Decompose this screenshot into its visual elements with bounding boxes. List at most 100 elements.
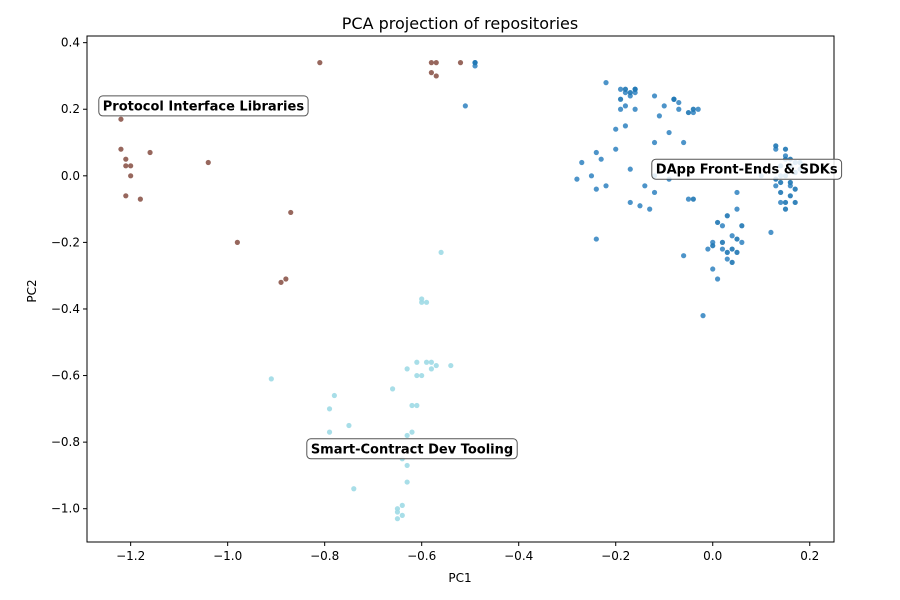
y-tick-label: 0.2 [61,102,80,116]
y-tick-label: 0.4 [61,36,80,50]
scatter-point [724,213,730,219]
scatter-point [768,229,774,236]
scatter-point [714,276,721,282]
scatter-point [118,116,124,122]
scatter-point [690,106,696,112]
x-tick-label: −0.2 [601,549,630,563]
scatter-point [671,96,677,102]
scatter-point [642,183,648,189]
scatter-point [399,502,405,508]
scatter-point [734,206,740,212]
scatter-point [700,313,706,319]
scatter-point [719,246,726,252]
y-tick-label: −0.6 [51,369,80,383]
scatter-point [428,70,434,76]
scatter-point [729,259,735,265]
scatter-point [647,206,653,212]
scatter-point [724,249,730,255]
scatter-point [603,80,609,86]
scatter-point [448,362,454,369]
scatter-point [656,113,662,119]
scatter-point [627,199,633,206]
scatter-point [433,73,439,79]
y-tick-label: −1.0 [51,502,80,516]
scatter-point [414,372,420,379]
scatter-point [351,486,357,492]
scatter-point [782,206,789,212]
scatter-point [288,209,294,216]
scatter-point [423,359,430,365]
scatter-point [617,106,624,112]
cluster-label-text: DApp Front-Ends & SDKs [656,163,838,178]
scatter-point [651,139,658,146]
scatter-point [404,366,410,372]
scatter-point [617,96,624,102]
scatter-point [651,93,658,99]
scatter-point [409,402,415,409]
scatter-point [632,86,638,92]
scatter-point [676,106,682,112]
scatter-point [773,143,779,149]
cluster-label: DApp Front-Ends & SDKs [651,158,843,180]
scatter-point [617,86,624,92]
scatter-point [457,60,464,66]
scatter-point [632,106,638,112]
cluster-label-box [651,158,843,180]
scatter-point [603,183,609,189]
scatter-point [409,429,415,435]
scatter-point [283,276,289,282]
scatter-point [593,186,599,192]
scatter-point [613,146,619,152]
x-axis-title: PC1 [448,571,471,585]
scatter-point [389,386,396,392]
scatter-point [462,103,468,109]
scatter-point [404,462,410,469]
scatter-point [782,199,789,206]
scatter-point [695,106,701,112]
scatter-point [710,266,716,272]
scatter-point [234,239,240,245]
scatter-point [778,179,784,186]
x-tick-label: −1.0 [213,549,242,563]
cluster-label-box [98,95,309,117]
scatter-point [622,86,629,92]
scatter-point [710,243,716,249]
scatter-point [278,279,284,285]
scatter-point [734,236,740,242]
scatter-point [792,186,798,192]
scatter-point [419,296,425,302]
scatter-point [414,359,420,365]
cluster-label: Smart-Contract Dev Tooling [306,438,518,460]
scatter-point [637,203,643,209]
y-tick-label: 0.0 [61,169,80,183]
scatter-point [627,89,633,96]
scatter-point [661,103,667,109]
scatter-point [792,199,798,206]
y-tick-label: −0.4 [51,302,80,316]
scatter-point [778,189,784,196]
scatter-point [622,103,629,109]
scatter-point [423,299,430,305]
x-tick-label: −0.8 [310,549,339,563]
scatter-point [399,512,405,518]
scatter-point [428,60,434,66]
x-tick-label: −0.6 [407,549,436,563]
x-tick-label: −0.4 [504,549,533,563]
axes: −1.2 −1.0 −0.8 −0.6 −0.4 −0.2 0.0 0.2 −1.0 −0.8 −0… [51,35,835,563]
scatter-point [205,159,211,166]
scatter-point [123,156,129,162]
cluster-label-text: Protocol Interface Libraries [103,99,305,114]
scatter-point [729,246,735,252]
scatter-point [326,429,333,435]
scatter-point [739,223,745,229]
scatter-point [394,509,401,515]
scatter-point [666,129,672,136]
scatter-point [627,166,633,172]
scatter-point [734,249,740,255]
scatter-point [787,193,793,199]
scatter-point [613,126,619,132]
scatter-point [719,223,726,229]
x-tick-label: 0.0 [703,549,722,563]
cluster-label: Protocol Interface Libraries [98,95,309,117]
